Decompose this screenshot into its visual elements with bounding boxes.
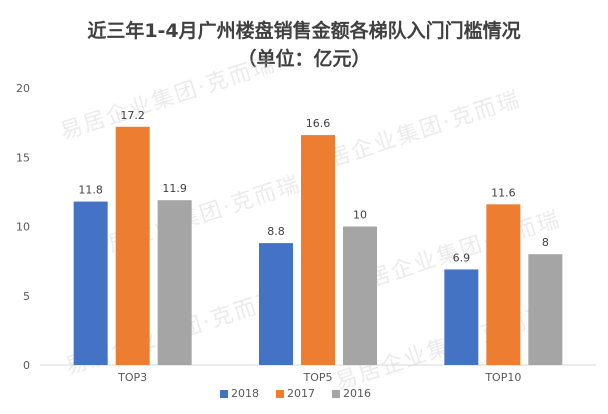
data-label: 8.8 xyxy=(267,225,285,238)
data-label: 6.9 xyxy=(453,251,471,264)
data-label: 11.8 xyxy=(78,184,103,197)
legend-label: 2016 xyxy=(343,387,371,400)
y-tick-label: 0 xyxy=(23,359,30,372)
legend-label: 2017 xyxy=(287,387,315,400)
bar-2016-TOP10 xyxy=(528,254,563,365)
data-label: 17.2 xyxy=(120,109,145,122)
bar-2018-TOP3 xyxy=(73,201,108,365)
chart-title: 近三年1-4月广州楼盘销售金额各梯队入门门槛情况 xyxy=(87,20,521,42)
x-tick-label: TOP3 xyxy=(117,371,147,384)
bar-2016-TOP5 xyxy=(343,226,377,365)
data-label: 11.6 xyxy=(491,186,516,199)
data-label: 16.6 xyxy=(306,117,331,130)
y-tick-label: 5 xyxy=(23,290,30,303)
legend-swatch-2018 xyxy=(220,390,228,398)
bar-2017-TOP5 xyxy=(301,135,335,365)
data-label: 10 xyxy=(353,209,367,222)
bar-2017-TOP3 xyxy=(115,126,150,365)
data-label: 11.9 xyxy=(162,182,187,195)
y-tick-label: 15 xyxy=(16,151,30,164)
legend-swatch-2017 xyxy=(276,390,284,398)
y-tick-label: 20 xyxy=(16,82,30,95)
x-tick-label: TOP5 xyxy=(302,371,332,384)
bar-2018-TOP5 xyxy=(259,243,293,365)
data-label: 8 xyxy=(542,236,549,249)
legend-label: 2018 xyxy=(231,387,259,400)
chart-subtitle: （单位：亿元） xyxy=(237,48,371,70)
y-tick-label: 10 xyxy=(16,221,30,234)
bar-2017-TOP10 xyxy=(486,204,521,365)
bar-2016-TOP3 xyxy=(157,200,192,365)
x-tick-label: TOP10 xyxy=(484,371,521,384)
bar-2018-TOP10 xyxy=(444,269,479,365)
legend-swatch-2016 xyxy=(332,390,340,398)
